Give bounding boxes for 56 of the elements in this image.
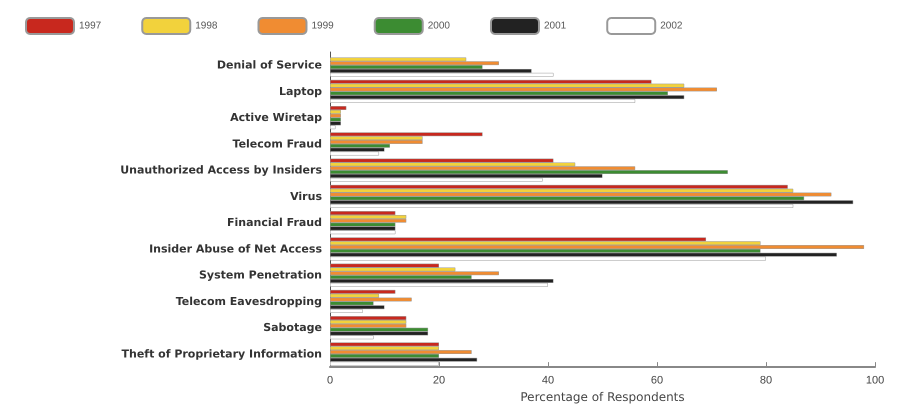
- bar: [330, 95, 684, 100]
- bar: [330, 118, 341, 122]
- bar: [330, 316, 406, 320]
- y-tick-label: Theft of Proprietary Information: [121, 347, 322, 360]
- bar: [330, 298, 412, 302]
- y-tick-label: Active Wiretap: [230, 111, 322, 124]
- bar: [330, 271, 499, 276]
- bar: [330, 358, 478, 362]
- bar: [330, 218, 406, 223]
- bar: [330, 245, 864, 249]
- bar: [330, 305, 384, 310]
- bar: [330, 170, 728, 174]
- bar: [330, 114, 341, 118]
- x-tick-label: 0: [326, 374, 334, 387]
- bar: [330, 106, 346, 110]
- y-tick-label: Financial Fraud: [226, 216, 322, 230]
- bar: [330, 61, 499, 66]
- bar: [330, 192, 832, 196]
- bar: [330, 88, 717, 92]
- bar: [330, 350, 472, 354]
- legend-label: 1997: [79, 20, 102, 32]
- legend-label: 1998: [195, 20, 218, 32]
- y-tick-label: Unauthorized Access by Insiders: [120, 164, 322, 177]
- bar: [330, 290, 396, 294]
- bar: [330, 121, 341, 126]
- bar: [330, 279, 554, 283]
- bar: [330, 226, 396, 230]
- y-tick-label: Telecom Eavesdropping: [176, 294, 322, 308]
- legend-label: 2000: [428, 20, 450, 32]
- y-tick-label: Sabotage: [263, 321, 322, 334]
- x-tick-label: 20: [432, 374, 446, 387]
- bar: [330, 214, 406, 219]
- x-tick-label: 80: [760, 374, 772, 387]
- bar: [330, 252, 837, 257]
- y-tick-label: Telecom Fraud: [232, 137, 322, 150]
- x-tick-label: 40: [542, 374, 554, 387]
- y-tick-label: Denial of Service: [216, 58, 322, 72]
- legend-label: 2001: [544, 20, 567, 32]
- y-tick-label: Virus: [290, 190, 322, 203]
- bar: [330, 342, 439, 346]
- y-tick-label: System Penetration: [199, 268, 322, 282]
- bar: [330, 140, 423, 144]
- x-tick-label: 60: [650, 374, 664, 387]
- y-tick-label: Insider Abuse of Net Access: [149, 242, 322, 256]
- legend-label: 2002: [660, 20, 683, 32]
- bar: [330, 320, 406, 324]
- bar: [330, 332, 428, 336]
- bar: [330, 230, 396, 234]
- bar: [330, 72, 554, 77]
- bar: [330, 132, 483, 136]
- bar: [330, 200, 854, 204]
- bar: [330, 328, 428, 332]
- y-tick-label: Laptop: [279, 84, 322, 98]
- legend-label: 1999: [311, 20, 334, 32]
- x-tick-label: 100: [866, 374, 884, 387]
- x-axis-title: Percentage of Respondents: [520, 390, 685, 404]
